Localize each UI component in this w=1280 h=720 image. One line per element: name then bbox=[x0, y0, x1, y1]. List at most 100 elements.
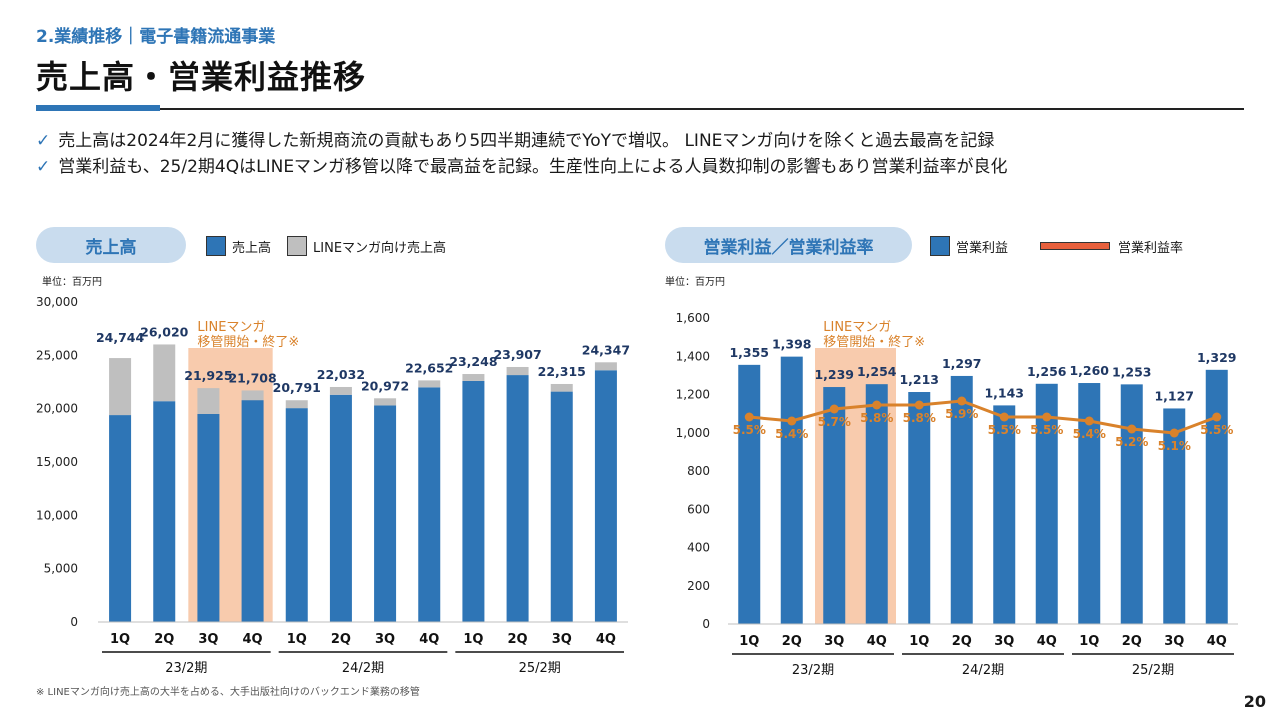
bar bbox=[1035, 383, 1058, 624]
sales-pill: 売上高 bbox=[36, 227, 186, 263]
bar bbox=[418, 387, 441, 622]
page-title: 売上高・営業利益推移 bbox=[36, 58, 367, 96]
x-tick-label: 2Q bbox=[154, 632, 174, 647]
line-sales-bar bbox=[462, 374, 485, 381]
period-label: 23/2期 bbox=[165, 661, 207, 676]
bar bbox=[506, 375, 529, 622]
bar bbox=[594, 370, 617, 622]
profit-legend-swatch bbox=[930, 236, 950, 256]
x-tick-label: 4Q bbox=[243, 632, 263, 647]
margin-value-label: 5.5% bbox=[1200, 423, 1233, 437]
bar bbox=[823, 387, 846, 624]
y-tick-label: 400 bbox=[687, 541, 710, 555]
bar bbox=[329, 394, 352, 622]
bar bbox=[1078, 383, 1101, 624]
y-tick-label: 800 bbox=[687, 464, 710, 478]
line-sales-bar bbox=[594, 362, 617, 371]
bar bbox=[285, 408, 308, 622]
annotation-line2: 移管開始・終了※ bbox=[197, 334, 299, 350]
annotation-line1: LINEマンガ bbox=[197, 320, 265, 335]
line-sales-bar bbox=[550, 383, 573, 392]
bar bbox=[993, 405, 1016, 624]
profit-legend-label: 営業利益 bbox=[956, 240, 1009, 256]
profit-legend: 営業利益 営業利益率 bbox=[930, 236, 1183, 256]
bar-value-label: 1,213 bbox=[899, 372, 939, 387]
profit-pill: 営業利益／営業利益率 bbox=[665, 227, 912, 263]
bar bbox=[462, 380, 485, 622]
x-tick-label: 3Q bbox=[1164, 634, 1184, 649]
margin-point bbox=[914, 400, 924, 410]
margin-value-label: 5.2% bbox=[1115, 435, 1148, 449]
y-tick-label: 200 bbox=[687, 579, 710, 593]
y-tick-label: 0 bbox=[70, 615, 78, 629]
y-tick-label: 15,000 bbox=[36, 455, 78, 469]
x-tick-label: 2Q bbox=[1122, 634, 1142, 649]
line-sales-bar bbox=[285, 400, 308, 409]
bar-value-label: 1,253 bbox=[1112, 364, 1152, 379]
sales-legend: 売上高 LINEマンガ向け売上高 bbox=[206, 236, 446, 256]
bullet-list: ✓ 売上高は2024年2月に獲得した新規商流の貢献もあり5四半期連続でYoYで増収… bbox=[36, 128, 1008, 180]
bar-value-label: 1,143 bbox=[984, 385, 1024, 400]
line-sales-bar bbox=[506, 366, 529, 376]
bar-value-label: 1,254 bbox=[857, 364, 897, 379]
margin-point bbox=[1127, 424, 1137, 434]
title-accent-bar bbox=[36, 105, 160, 111]
margin-point bbox=[1084, 416, 1094, 426]
line-sales-bar bbox=[374, 398, 397, 406]
y-tick-label: 25,000 bbox=[36, 348, 78, 362]
x-tick-label: 4Q bbox=[419, 632, 439, 647]
y-tick-label: 1,000 bbox=[676, 426, 710, 440]
margin-value-label: 5.5% bbox=[988, 423, 1021, 437]
bar bbox=[374, 405, 397, 622]
check-icon: ✓ bbox=[36, 157, 51, 177]
margin-value-label: 5.7% bbox=[818, 415, 851, 429]
margin-point bbox=[829, 404, 839, 414]
bar bbox=[950, 375, 973, 624]
x-tick-label: 1Q bbox=[739, 634, 759, 649]
x-tick-label: 3Q bbox=[994, 634, 1014, 649]
bullet-item: ✓ 売上高は2024年2月に獲得した新規商流の貢献もあり5四半期連続でYoYで増収… bbox=[36, 128, 1008, 154]
margin-value-label: 5.9% bbox=[945, 407, 978, 421]
x-tick-label: 2Q bbox=[782, 634, 802, 649]
period-label: 25/2期 bbox=[1132, 663, 1174, 678]
x-tick-label: 1Q bbox=[110, 632, 130, 647]
margin-point bbox=[1212, 412, 1222, 422]
bar-value-label: 1,127 bbox=[1154, 388, 1194, 403]
margin-value-label: 5.4% bbox=[1073, 427, 1106, 441]
line-sales-legend-swatch bbox=[287, 236, 308, 256]
margin-point bbox=[872, 400, 882, 410]
sales-unit: 単位：百万円 bbox=[42, 277, 102, 288]
bar-value-label: 20,972 bbox=[361, 378, 409, 393]
bar-value-label: 22,315 bbox=[538, 364, 586, 379]
margin-legend-label: 営業利益率 bbox=[1118, 240, 1184, 256]
line-sales-bar bbox=[109, 358, 132, 416]
margin-point bbox=[957, 396, 967, 406]
bar-value-label: 21,925 bbox=[184, 368, 232, 383]
bar-value-label: 23,248 bbox=[449, 354, 497, 369]
annotation-line1: LINEマンガ bbox=[823, 320, 891, 335]
line-sales-bar bbox=[329, 386, 352, 395]
x-tick-label: 3Q bbox=[198, 632, 218, 647]
bar-value-label: 21,708 bbox=[228, 370, 276, 385]
bar-value-label: 1,398 bbox=[772, 337, 812, 352]
line-sales-bar bbox=[418, 380, 441, 388]
bar bbox=[1205, 369, 1228, 624]
section-label: 2.業績推移｜電子書籍流通事業 bbox=[36, 27, 276, 47]
bar-value-label: 23,907 bbox=[493, 347, 541, 362]
margin-point bbox=[999, 412, 1009, 422]
margin-value-label: 5.8% bbox=[860, 411, 893, 425]
bullet-text: 営業利益も、25/2期4QはLINEマンガ移管以降で最高益を記録。生産性向上によ… bbox=[58, 157, 1008, 177]
bar bbox=[109, 415, 132, 622]
y-tick-label: 5,000 bbox=[44, 562, 78, 576]
margin-line bbox=[749, 399, 1218, 435]
y-tick-label: 10,000 bbox=[36, 508, 78, 522]
x-tick-label: 2Q bbox=[331, 632, 351, 647]
bar-value-label: 24,347 bbox=[582, 342, 630, 357]
title-divider bbox=[36, 108, 1244, 110]
bar bbox=[908, 392, 931, 624]
margin-value-label: 5.4% bbox=[775, 427, 808, 441]
sales-legend-label: 売上高 bbox=[232, 240, 272, 256]
x-tick-label: 3Q bbox=[824, 634, 844, 649]
bar-value-label: 22,652 bbox=[405, 360, 453, 375]
bar bbox=[550, 391, 573, 622]
